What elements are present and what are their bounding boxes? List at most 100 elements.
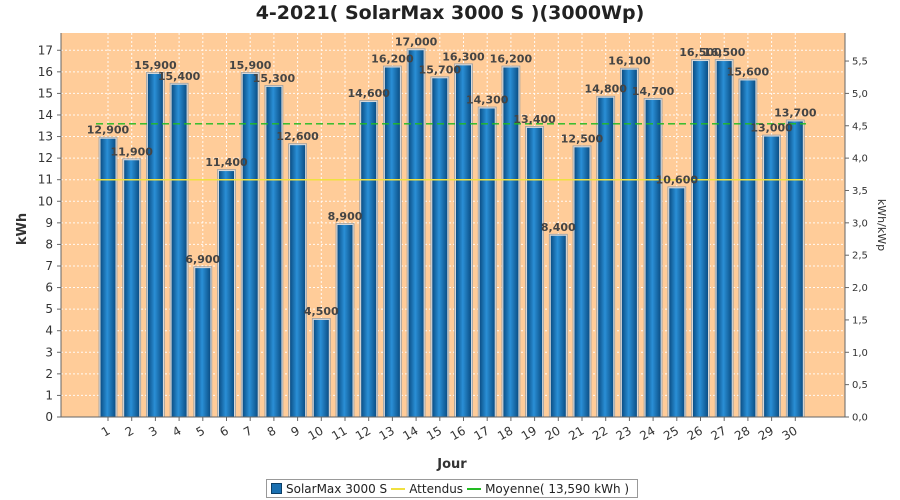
x-tick-label: 9: [288, 423, 302, 439]
x-tick-label: 4: [170, 423, 184, 439]
x-tick-label: 25: [661, 423, 681, 443]
y2-tick-label: 2,5: [852, 251, 868, 262]
bar: [361, 102, 377, 418]
x-tick-label: 19: [519, 423, 539, 443]
bar: [574, 147, 590, 417]
data-label: 14,300: [466, 94, 509, 107]
y-tick-label: 3: [45, 345, 53, 359]
x-tick-label: 6: [217, 423, 231, 439]
bar: [313, 319, 329, 417]
legend-item-attendus: Attendus: [391, 482, 463, 496]
y2-tick-label: 4,5: [852, 121, 868, 132]
legend-item-moyenne: Moyenne( 13,590 kWh ): [467, 482, 629, 496]
data-label: 15,900: [134, 59, 177, 72]
y2-tick-label: 3,5: [852, 186, 868, 197]
data-label: 15,600: [727, 65, 770, 78]
legend-swatch-moyenne: [467, 487, 482, 490]
x-tick-label: 12: [353, 423, 373, 443]
y-tick-label: 11: [38, 173, 53, 187]
y-tick-label: 5: [45, 302, 53, 316]
legend-label-moyenne: Moyenne( 13,590 kWh ): [485, 481, 630, 496]
bar: [645, 99, 661, 417]
y2-tick-label: 5,0: [852, 89, 868, 100]
x-tick-label: 5: [194, 423, 208, 439]
data-label: 16,100: [608, 55, 651, 68]
x-tick-label: 1: [99, 423, 113, 439]
bar: [384, 67, 400, 418]
data-label: 13,700: [774, 106, 817, 119]
x-tick-label: 15: [424, 423, 444, 443]
x-tick-label: 7: [241, 423, 255, 439]
y-tick-label: 1: [45, 388, 53, 402]
data-label: 13,000: [750, 122, 793, 135]
legend: SolarMax 3000 S Attendus Moyenne( 13,590…: [266, 479, 639, 498]
y-tick-label: 12: [38, 151, 53, 165]
x-tick-label: 13: [377, 423, 397, 443]
data-label: 16,200: [490, 53, 533, 66]
bar: [716, 61, 732, 417]
x-tick-label: 23: [614, 423, 634, 443]
data-label: 8,400: [541, 221, 576, 234]
data-label: 11,400: [205, 156, 248, 169]
bar: [479, 108, 495, 417]
x-tick-label: 27: [708, 423, 728, 443]
x-tick-label: 17: [471, 423, 491, 443]
bar: [242, 73, 258, 417]
bar: [100, 138, 116, 417]
x-tick-label: 10: [306, 423, 326, 443]
x-tick-label: 24: [637, 423, 657, 443]
y2-tick-label: 0,0: [852, 413, 868, 424]
bar: [290, 145, 306, 417]
data-label: 14,600: [347, 87, 390, 100]
y-tick-label: 9: [45, 216, 53, 230]
bar: [337, 225, 353, 417]
y2-tick-label: 4,0: [852, 154, 868, 165]
x-axis-label: Jour: [436, 457, 467, 472]
legend-item-production: SolarMax 3000 S: [271, 482, 387, 496]
bar: [669, 188, 685, 417]
y2-tick-label: 1,5: [852, 315, 868, 326]
data-label: 6,900: [185, 253, 220, 266]
y-tick-label: 10: [38, 194, 53, 208]
legend-swatch-production: [271, 483, 282, 494]
bar: [787, 121, 803, 418]
legend-swatch-attendus: [391, 487, 406, 490]
data-label: 4,500: [304, 305, 339, 318]
y-tick-label: 14: [38, 108, 53, 122]
x-tick-label: 11: [329, 423, 349, 443]
bar: [550, 235, 566, 417]
x-tick-label: 20: [543, 423, 563, 443]
bar: [621, 69, 637, 417]
y2-tick-label: 5,5: [852, 57, 868, 68]
bar: [219, 171, 234, 417]
y2-tick-label: 2,0: [852, 283, 868, 294]
data-label: 14,800: [584, 83, 627, 96]
data-label: 8,900: [328, 210, 363, 223]
y-tick-label: 17: [38, 43, 53, 57]
bar: [171, 84, 187, 418]
data-label: 17,000: [395, 35, 438, 48]
data-label: 11,900: [110, 145, 153, 158]
bar: [456, 65, 471, 417]
y-axis-label: kWh: [15, 213, 30, 245]
x-tick-label: 8: [265, 423, 279, 439]
x-tick-label: 2: [123, 423, 137, 439]
bar: [503, 67, 519, 418]
chart-title: 4-2021( SolarMax 3000 S )(3000Wp): [255, 2, 645, 24]
y-tick-label: 16: [38, 65, 53, 79]
bar: [764, 136, 780, 417]
data-label: 10,600: [656, 173, 699, 186]
data-label: 15,300: [253, 72, 296, 85]
data-label: 16,300: [442, 50, 485, 63]
y-tick-label: 7: [45, 259, 53, 273]
bar: [740, 80, 756, 418]
data-label: 13,400: [513, 113, 556, 126]
data-label: 15,700: [419, 63, 462, 76]
data-label: 16,500: [703, 46, 746, 59]
y-tick-label: 2: [45, 367, 53, 381]
bar: [693, 61, 708, 417]
y2-axis-label: kWh/kWp: [875, 199, 888, 251]
data-label: 14,700: [632, 85, 675, 98]
legend-label-attendus: Attendus: [409, 481, 464, 496]
